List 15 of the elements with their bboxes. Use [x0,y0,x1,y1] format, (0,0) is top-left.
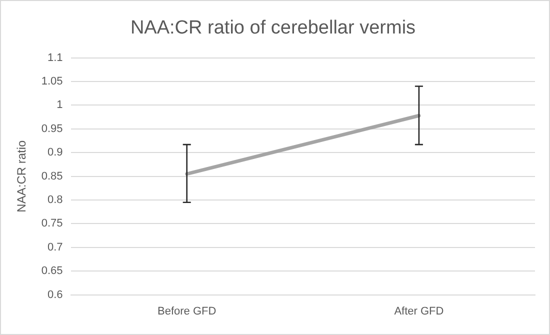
y-tick-label: 0.6 [48,288,63,301]
y-axis-title: NAA:CR ratio [14,140,29,212]
y-tick-label: 0.85 [41,170,63,182]
chart-title: NAA:CR ratio of cerebellar vermis [130,18,416,39]
y-tick-label: 0.9 [48,146,63,159]
y-tick-label: 0.95 [41,122,63,135]
x-tick-label: After GFD [394,305,444,318]
y-tick-label: 0.7 [48,241,63,254]
x-tick-label: Before GFD [158,305,216,318]
y-tick-label: 0.8 [48,194,63,206]
y-tick-label: 0.65 [41,265,63,278]
y-tick-label: 1 [56,99,63,112]
y-tick-label: 0.75 [41,218,63,230]
y-tick-label: 1.05 [41,76,63,88]
y-tick-label: 1.1 [48,52,63,64]
